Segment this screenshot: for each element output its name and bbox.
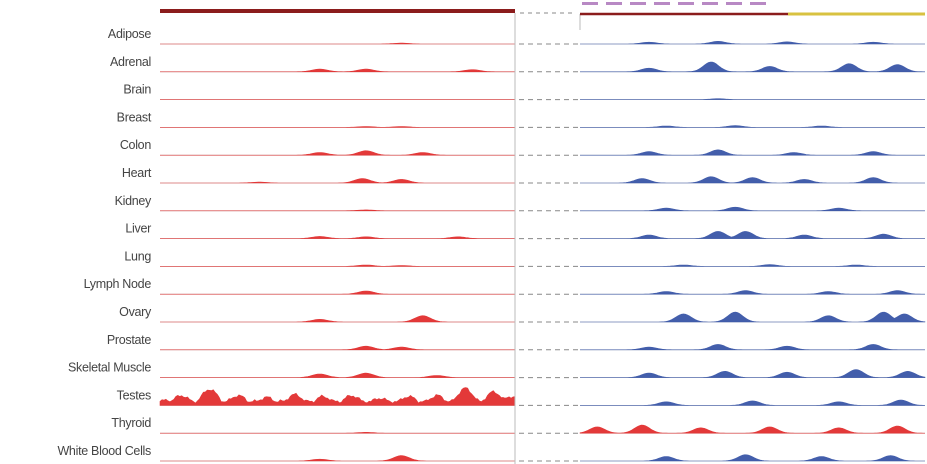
tissue-label-breast: Breast: [117, 110, 152, 124]
track-colon: [160, 150, 515, 156]
track-ovary: [160, 315, 515, 323]
track-adipose: [580, 40, 925, 45]
track-prostate: [160, 345, 515, 351]
tissue-label-skeletal-muscle: Skeletal Muscle: [68, 361, 151, 375]
left-expression-panel: [159, 42, 516, 462]
track-white-blood-cells: [580, 454, 925, 462]
track-white-blood-cells: [160, 455, 515, 462]
exon-mark: [582, 2, 598, 5]
exon-mark: [678, 2, 694, 5]
track-breast: [580, 125, 925, 128]
track-skeletal-muscle: [580, 369, 926, 378]
track-lymph-node: [580, 290, 925, 295]
row-connectors: [519, 43, 578, 462]
track-kidney: [580, 206, 925, 212]
exon-mark: [702, 2, 718, 5]
track-heart: [580, 176, 925, 184]
track-thyroid: [160, 432, 515, 434]
track-testes: [159, 387, 516, 406]
tissue-label-brain: Brain: [123, 83, 151, 97]
track-colon: [580, 149, 925, 156]
tissue-labels: Adipose Adrenal Brain Breast Colon Heart Kidne…: [57, 27, 152, 458]
track-liver: [580, 231, 925, 239]
tissue-label-adrenal: Adrenal: [110, 55, 151, 69]
exon-mark: [630, 2, 646, 5]
exon-mark: [606, 2, 622, 5]
tissue-label-liver: Liver: [125, 222, 151, 236]
tissue-label-heart: Heart: [122, 166, 152, 180]
track-kidney: [160, 209, 515, 212]
panel-decorations: [160, 2, 925, 464]
tissue-label-white-blood-cells: White Blood Cells: [57, 444, 151, 458]
track-testes: [580, 399, 926, 406]
tissue-label-ovary: Ovary: [119, 305, 152, 319]
tissue-label-adipose: Adipose: [108, 27, 151, 41]
track-breast: [160, 126, 515, 128]
tissue-label-lung: Lung: [124, 249, 151, 263]
tissue-label-prostate: Prostate: [107, 333, 151, 347]
track-thyroid: [579, 424, 925, 434]
right-expression-panel: [579, 40, 926, 462]
track-ovary: [580, 311, 926, 323]
track-liver: [160, 236, 515, 239]
track-lymph-node: [160, 290, 515, 295]
track-lung: [160, 264, 515, 267]
track-heart: [160, 178, 515, 184]
tissue-label-lymph-node: Lymph Node: [84, 277, 152, 291]
tissue-label-thyroid: Thyroid: [111, 416, 151, 430]
left-region-bar: [160, 9, 515, 13]
exon-mark: [750, 2, 766, 5]
track-brain: [580, 98, 925, 100]
track-adipose: [160, 42, 515, 45]
track-prostate: [580, 344, 925, 351]
track-adrenal: [580, 61, 925, 73]
track-skeletal-muscle: [160, 372, 515, 378]
exon-mark: [654, 2, 670, 5]
track-lung: [580, 264, 925, 267]
exon-mark: [726, 2, 742, 5]
tissue-label-testes: Testes: [117, 388, 151, 402]
track-adrenal: [160, 68, 515, 73]
tissue-label-colon: Colon: [120, 138, 152, 152]
tissue-label-kidney: Kidney: [115, 194, 152, 208]
